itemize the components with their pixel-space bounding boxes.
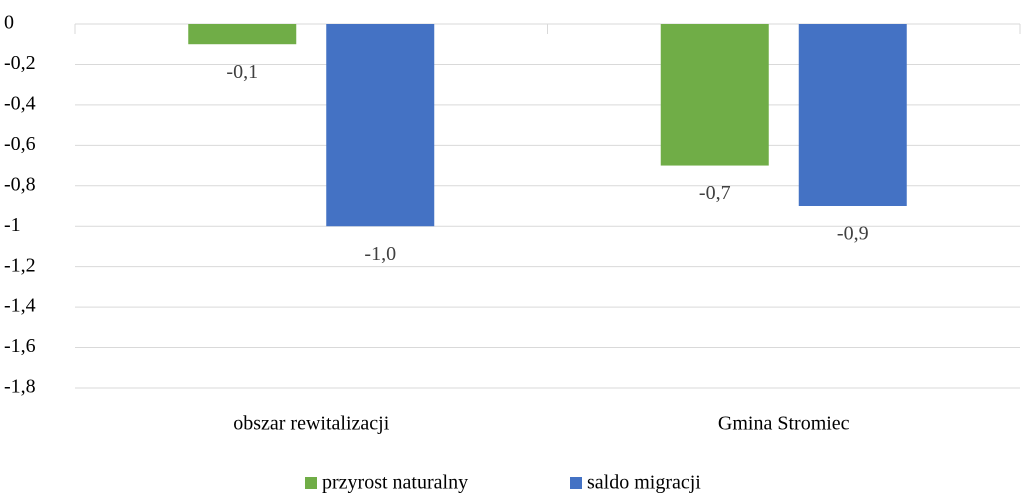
legend-swatch [570,477,582,489]
bar [188,24,297,45]
x-tick-label: Gmina Stromiec [718,413,850,435]
y-tick-label: -0,4 [4,92,36,114]
y-tick-label: -1,8 [4,376,36,398]
bar [326,24,435,227]
legend-swatch [305,477,317,489]
data-label: -0,1 [226,61,258,83]
y-tick-label: -1,2 [4,254,36,276]
y-tick-label: -0,6 [4,133,36,155]
y-tick-label: -1,4 [4,295,36,317]
y-tick-label: 0 [4,12,14,34]
y-tick-label: -1 [4,214,21,236]
x-tick-label: obszar rewitalizacji [233,413,389,435]
bar [798,24,907,206]
legend-label: saldo migracji [587,472,701,494]
y-tick-label: -1,6 [4,335,36,357]
data-label: -0,9 [837,223,869,245]
legend-label: przyrost naturalny [322,472,468,494]
y-tick-label: -0,8 [4,173,36,195]
data-label: -0,7 [699,182,731,204]
bar [660,24,769,166]
data-label: -1,0 [364,243,396,265]
y-tick-label: -0,2 [4,52,36,74]
